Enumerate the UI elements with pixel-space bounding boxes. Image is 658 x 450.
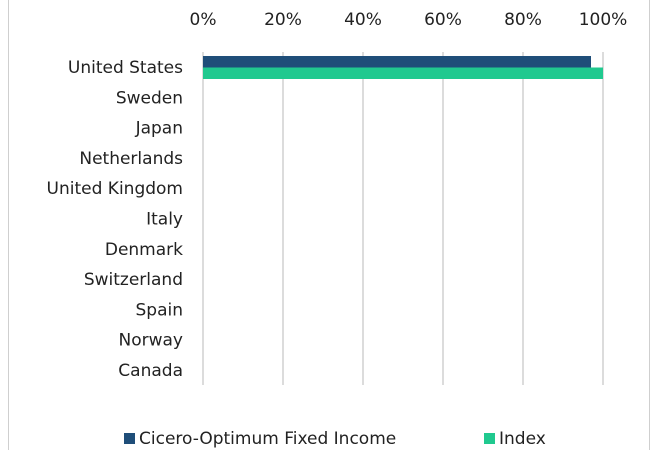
y-tick-label: Norway [119, 331, 184, 351]
y-tick-label: Japan [135, 119, 183, 139]
legend-swatch [124, 433, 135, 444]
y-tick-label: Netherlands [79, 149, 183, 169]
x-tick-label: 80% [504, 10, 542, 30]
y-tick-label: Switzerland [84, 270, 183, 290]
x-tick-label: 100% [579, 10, 628, 30]
x-tick-label: 40% [344, 10, 382, 30]
y-tick-label: United States [68, 58, 183, 78]
y-tick-label: Denmark [105, 240, 183, 260]
y-tick-label: Sweden [116, 88, 183, 108]
y-tick-label: Spain [136, 300, 184, 320]
x-tick-label: 20% [264, 10, 302, 30]
bar [203, 67, 603, 79]
x-tick-label: 60% [424, 10, 462, 30]
bar [203, 56, 591, 68]
y-tick-label: Canada [118, 361, 183, 381]
y-tick-label: United Kingdom [47, 179, 183, 199]
legend-label: Cicero-Optimum Fixed Income [139, 429, 396, 449]
x-tick-label: 0% [190, 10, 217, 30]
legend-label: Index [499, 429, 546, 449]
legend-swatch [484, 433, 495, 444]
y-tick-label: Italy [146, 210, 183, 230]
